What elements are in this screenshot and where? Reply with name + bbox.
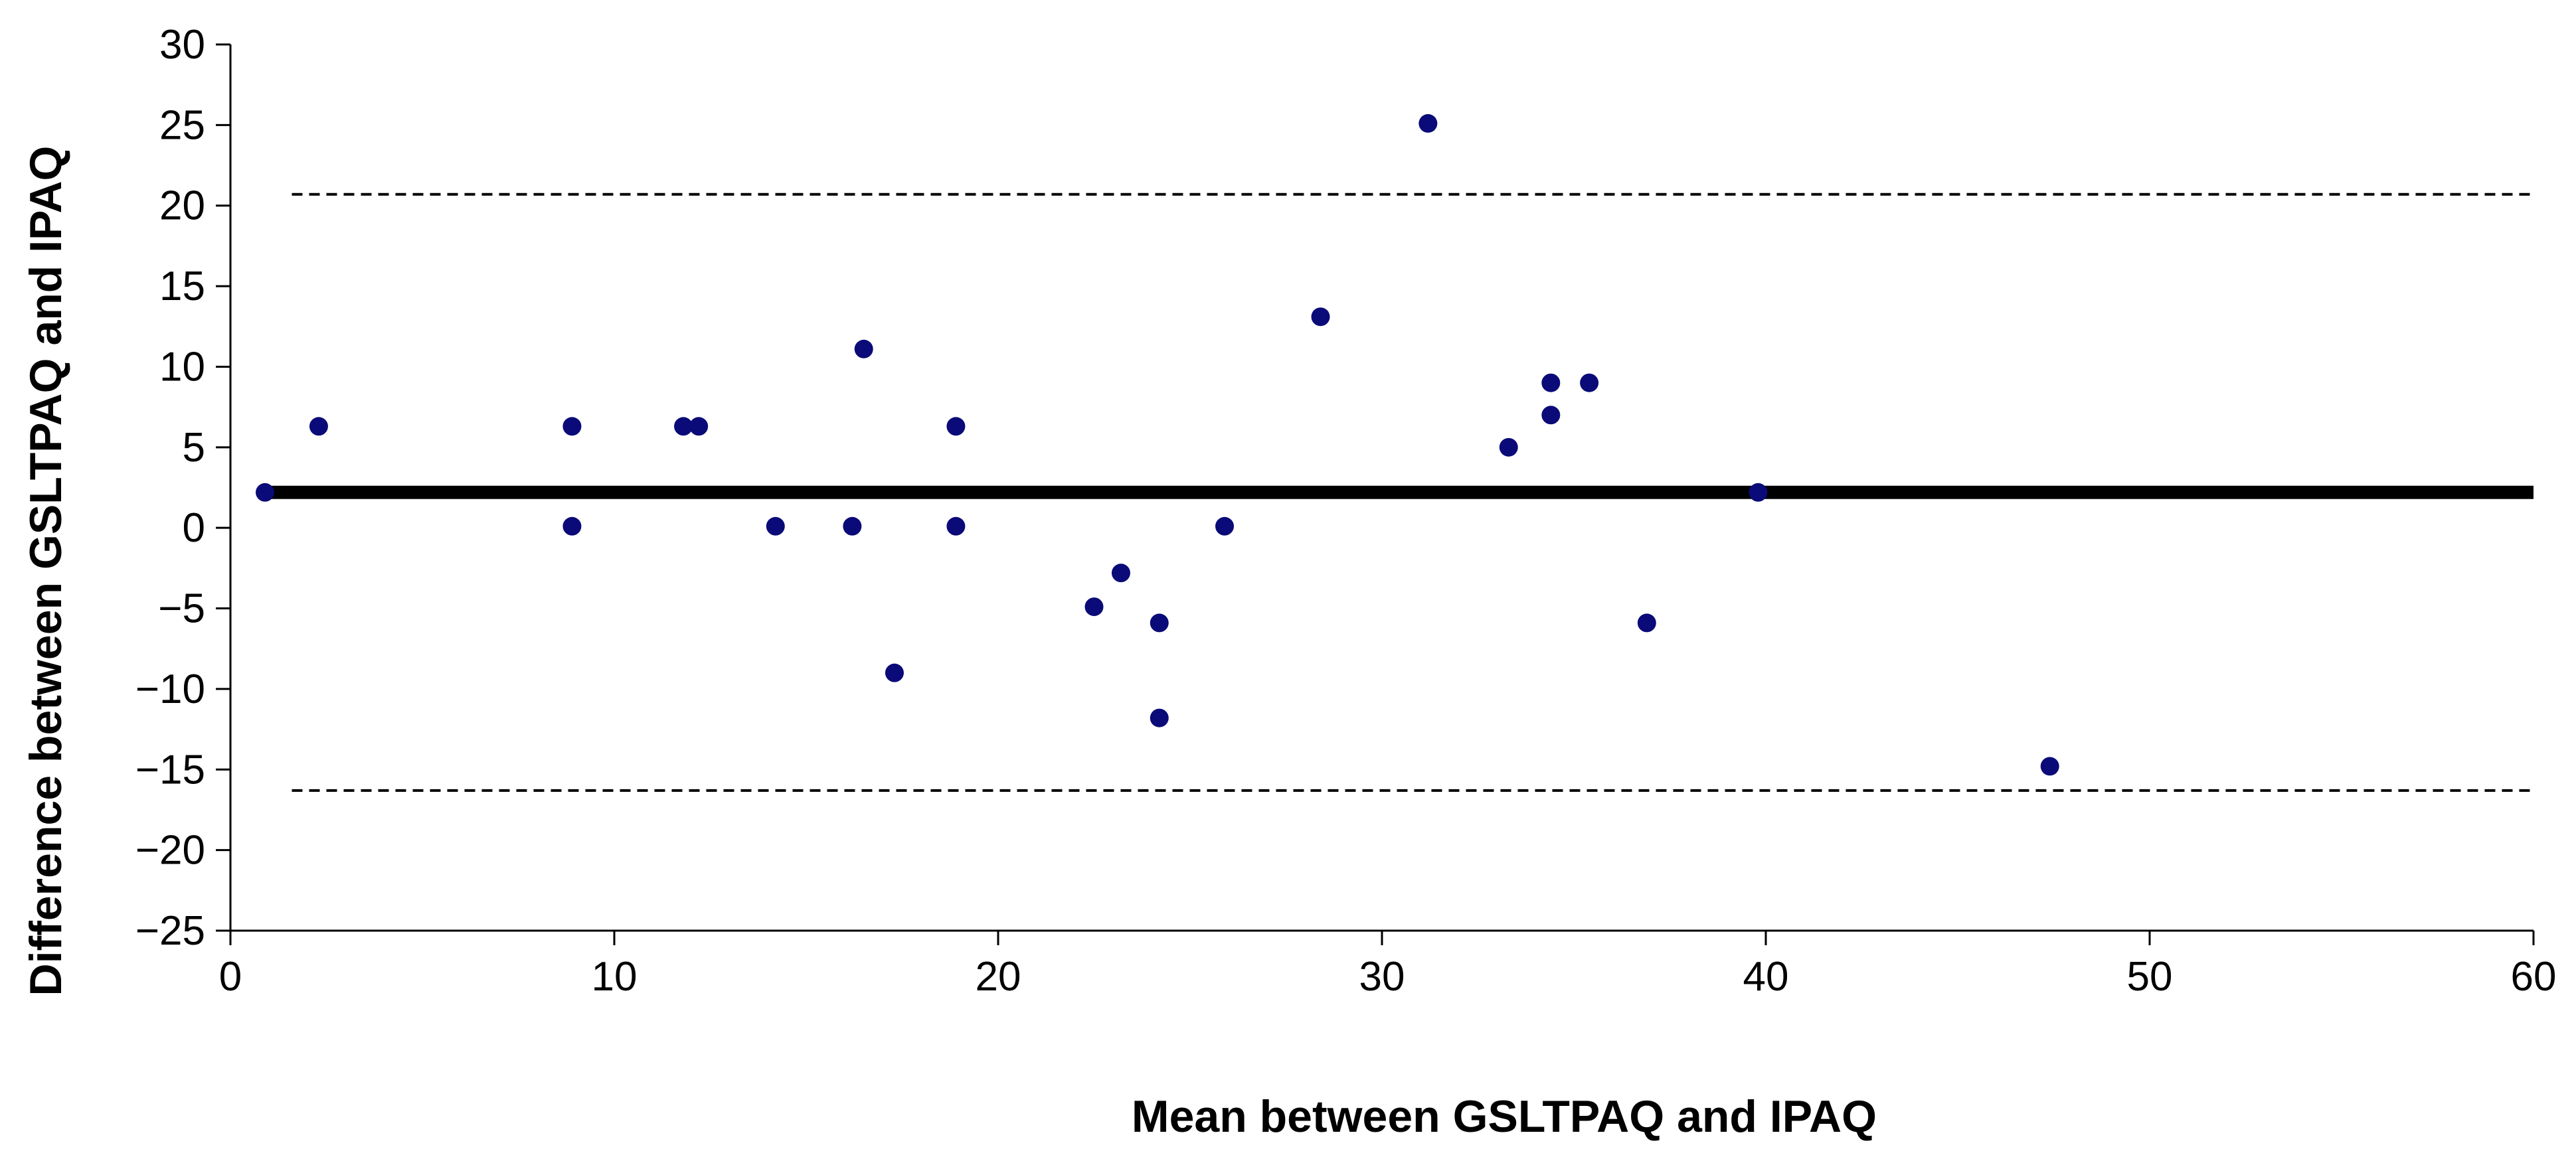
data-point: [1637, 613, 1656, 633]
y-tick-label: −25: [135, 908, 205, 954]
y-tick-label: 30: [159, 22, 205, 68]
data-point: [946, 516, 966, 536]
data-point: [1580, 373, 1599, 392]
y-tick-label: −5: [158, 586, 205, 632]
data-point: [1150, 613, 1169, 633]
reference-lines: [265, 193, 2533, 792]
data-point: [309, 417, 328, 436]
data-point: [2040, 757, 2059, 776]
data-point: [843, 516, 862, 536]
data-point: [674, 417, 693, 436]
y-tick-label: 5: [183, 425, 205, 471]
y-tick-label: 15: [159, 264, 205, 309]
y-tick-label: −20: [135, 828, 205, 874]
data-point: [1499, 437, 1518, 457]
data-point: [946, 417, 966, 436]
data-point: [1150, 708, 1169, 728]
y-axis-label: Difference between GSLTPAQ and IPAQ: [21, 146, 71, 996]
data-point: [766, 516, 785, 536]
data-point: [854, 339, 873, 358]
x-tick-label: 20: [976, 954, 1021, 1000]
x-tick-label: 0: [219, 954, 242, 1000]
data-points: [256, 114, 2059, 776]
data-point: [1749, 483, 1768, 502]
data-point: [1418, 114, 1438, 133]
x-tick-label: 40: [1743, 954, 1789, 1000]
data-point: [562, 417, 582, 436]
axes: [216, 43, 2535, 945]
y-tick-label: −15: [135, 747, 205, 793]
y-tick-label: 20: [159, 183, 205, 229]
data-point: [689, 417, 709, 436]
data-point: [1311, 307, 1330, 327]
data-point: [1541, 406, 1561, 425]
y-tick-label: 0: [183, 505, 205, 551]
data-point: [1541, 373, 1561, 392]
data-point: [256, 483, 275, 502]
x-tick-label: 10: [592, 954, 638, 1000]
data-point: [1111, 564, 1130, 583]
y-tick-label: 25: [159, 102, 205, 148]
y-tick-label: −10: [135, 666, 205, 712]
data-point: [1215, 516, 1235, 536]
x-tick-label: 50: [2127, 954, 2173, 1000]
data-point: [1084, 597, 1104, 617]
x-tick-label: 60: [2511, 954, 2557, 1000]
y-tick-label: 10: [159, 344, 205, 390]
data-point: [562, 516, 582, 536]
x-axis-label: Mean between GSLTPAQ and IPAQ: [1132, 1091, 1877, 1142]
x-tick-label: 30: [1359, 954, 1405, 1000]
data-point: [885, 663, 904, 682]
